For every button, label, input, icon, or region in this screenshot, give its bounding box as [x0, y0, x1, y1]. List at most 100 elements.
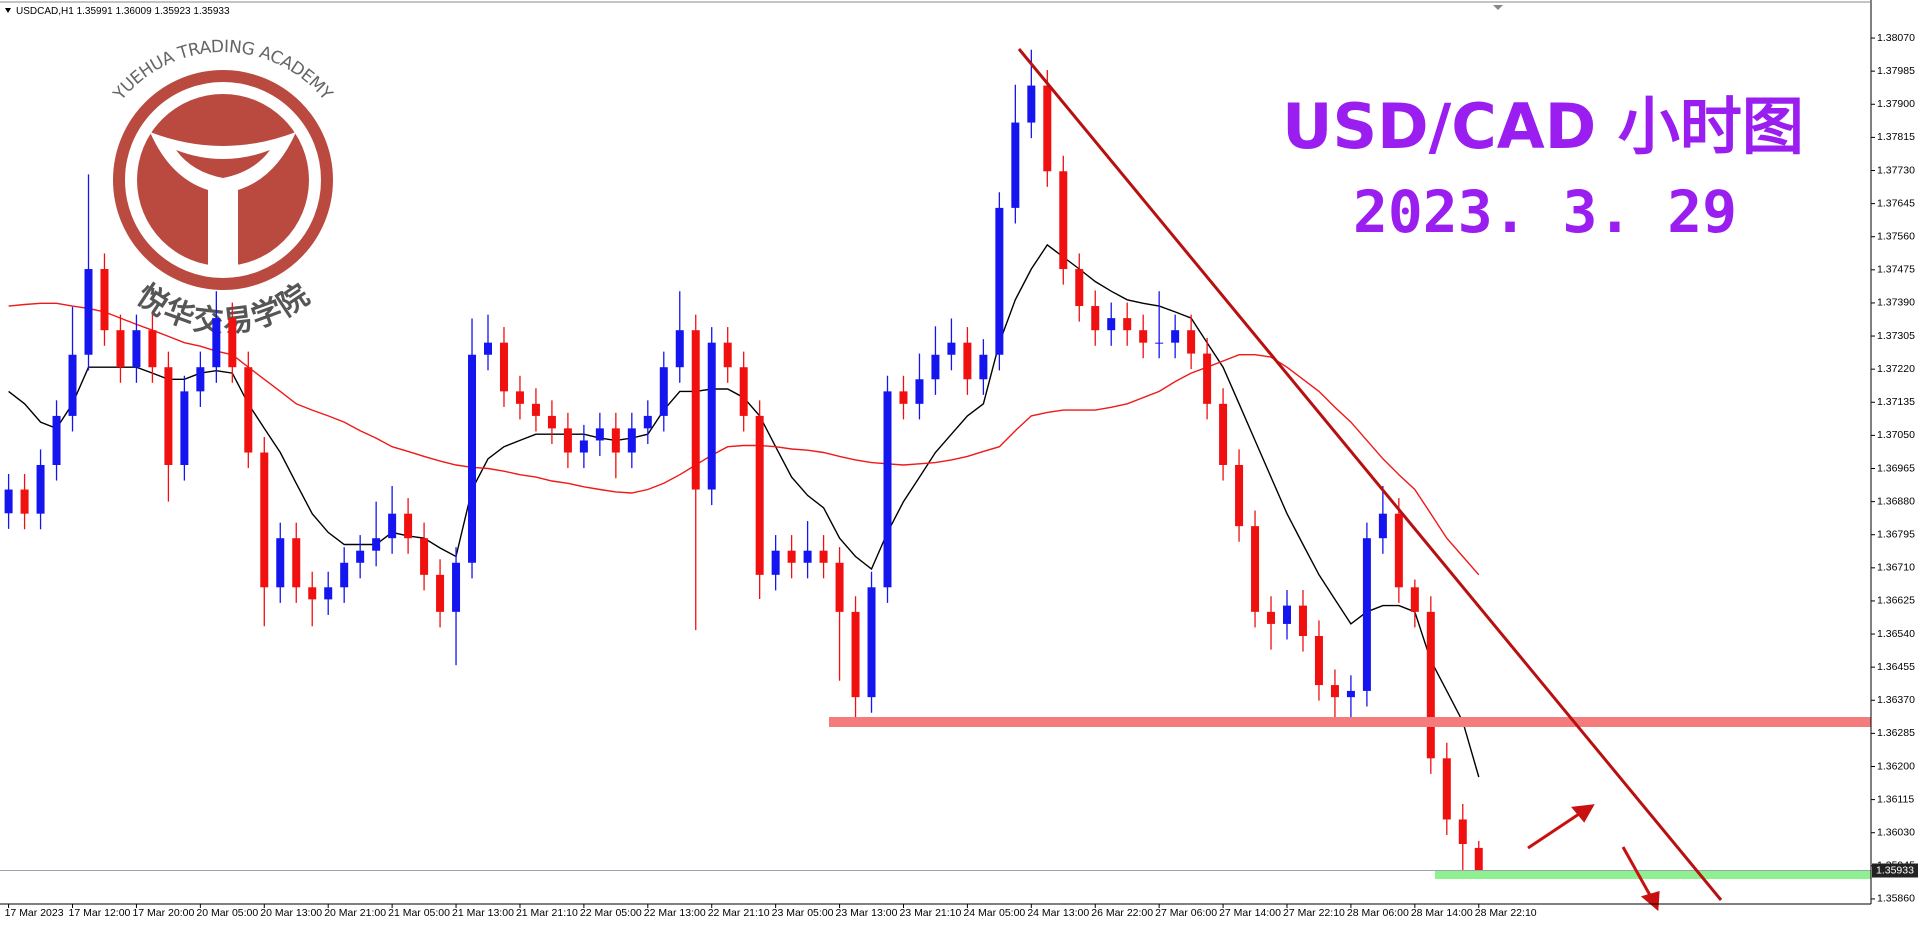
- candle-body: [356, 550, 365, 563]
- candle-body: [196, 367, 205, 392]
- candle-body: [1474, 847, 1483, 871]
- candle-body: [691, 330, 700, 490]
- header-high: 1.36009: [116, 6, 153, 17]
- x-tick-label: 22 Mar 21:10: [708, 907, 770, 919]
- x-tick-label: 17 Mar 20:00: [132, 907, 194, 919]
- candle-body: [995, 207, 1004, 355]
- candle-body: [420, 538, 429, 575]
- candle-body: [659, 367, 668, 416]
- candle-body: [1251, 526, 1260, 612]
- candle-body: [372, 538, 381, 551]
- candle-body: [276, 538, 285, 588]
- candle-body: [228, 318, 237, 368]
- candle-body: [899, 391, 908, 404]
- y-tick-label: 1.36880: [1877, 495, 1915, 507]
- candle-body: [132, 330, 141, 368]
- x-tick-label: 20 Mar 13:00: [260, 907, 322, 919]
- candle-body: [436, 574, 445, 612]
- candle-body: [340, 562, 349, 588]
- y-tick-label: 1.37645: [1877, 197, 1915, 209]
- candle-body: [531, 403, 540, 416]
- candle-body: [1139, 330, 1148, 343]
- candle-body: [883, 391, 892, 588]
- x-tick-label: 26 Mar 22:00: [1091, 907, 1153, 919]
- axis-layer: 1.358601.359451.360301.361151.362001.362…: [5, 32, 1918, 919]
- candle-body: [1059, 171, 1068, 270]
- header: USDCAD,H1 1.35991 1.36009 1.35923 1.3593…: [16, 6, 230, 17]
- y-tick-label: 1.36285: [1877, 727, 1915, 739]
- trend-line: [1017, 48, 1723, 901]
- candle-body: [1442, 758, 1451, 820]
- candle-body: [707, 342, 716, 490]
- y-tick-label: 1.35860: [1877, 893, 1915, 905]
- candle-body: [1378, 513, 1387, 539]
- candle-body: [292, 538, 301, 588]
- candle-body: [164, 367, 173, 465]
- y-tick-label: 1.36200: [1877, 760, 1915, 772]
- candle-body: [1410, 587, 1419, 612]
- candle-body: [851, 611, 860, 698]
- menu-arrow[interactable]: [5, 8, 11, 13]
- x-tick-label: 28 Mar 14:00: [1411, 907, 1473, 919]
- last-price-label: 1.35933: [1876, 864, 1914, 876]
- candle-body: [771, 550, 780, 575]
- candle-body: [579, 440, 588, 453]
- candle-body: [1394, 513, 1403, 588]
- arrow-down-head: [1640, 890, 1660, 912]
- x-tick-label: 28 Mar 06:00: [1347, 907, 1409, 919]
- candle-body: [947, 342, 956, 355]
- candle-body: [1075, 269, 1084, 307]
- x-tick-label: 20 Mar 21:00: [324, 907, 386, 919]
- y-tick-label: 1.36540: [1877, 628, 1915, 640]
- candle-body: [1346, 690, 1355, 698]
- candle-body: [1187, 330, 1196, 354]
- logo: YUEHUA TRADING ACADEMY 悦华交易学院: [109, 37, 336, 340]
- candle-body: [1330, 685, 1339, 698]
- y-tick-label: 1.37900: [1877, 98, 1915, 110]
- candle-body: [755, 415, 764, 575]
- candle-body: [803, 550, 812, 563]
- candle-body: [1298, 605, 1307, 636]
- candle-body: [1314, 635, 1323, 686]
- y-tick-label: 1.37050: [1877, 429, 1915, 441]
- candle-body: [1426, 611, 1435, 759]
- candle-body: [611, 428, 620, 453]
- symbol: USDCAD,H1: [16, 6, 74, 17]
- candle-body: [547, 415, 556, 429]
- y-tick-label: 1.36625: [1877, 595, 1915, 607]
- candle-body: [643, 415, 652, 429]
- chart-title: USD/CAD 小时图: [1282, 90, 1804, 163]
- resistance-band: [829, 717, 1871, 727]
- candle-body: [931, 354, 940, 380]
- candle-body: [963, 342, 972, 380]
- arrow-up-head: [1571, 804, 1595, 823]
- y-tick-label: 1.36455: [1877, 661, 1915, 673]
- y-tick-label: 1.36370: [1877, 694, 1915, 706]
- candle-body: [1203, 353, 1212, 404]
- y-tick-label: 1.36795: [1877, 528, 1915, 540]
- x-tick-label: 27 Mar 22:10: [1283, 907, 1345, 919]
- y-tick-label: 1.37305: [1877, 330, 1915, 342]
- candle-body: [499, 342, 508, 392]
- candle-body: [739, 367, 748, 416]
- candle-body: [212, 318, 221, 368]
- candle-body: [1155, 342, 1164, 344]
- candle-body: [84, 269, 93, 355]
- x-tick-label: 27 Mar 06:00: [1155, 907, 1217, 919]
- candle-body: [260, 452, 269, 588]
- candle-body: [835, 562, 844, 612]
- candle-body: [675, 330, 684, 368]
- candle-body: [1091, 306, 1100, 331]
- candle-body: [404, 513, 413, 539]
- candle-body: [36, 464, 45, 514]
- candle-body: [1362, 538, 1371, 691]
- candle-body: [627, 428, 636, 453]
- logo-mark-inner: [176, 150, 270, 178]
- logo-mark: [150, 132, 296, 268]
- x-tick-label: 28 Mar 22:10: [1475, 907, 1537, 919]
- candle-body: [1011, 122, 1020, 208]
- candle-body: [180, 391, 189, 465]
- y-tick-label: 1.38070: [1877, 32, 1915, 44]
- header-open: 1.35991: [77, 6, 114, 17]
